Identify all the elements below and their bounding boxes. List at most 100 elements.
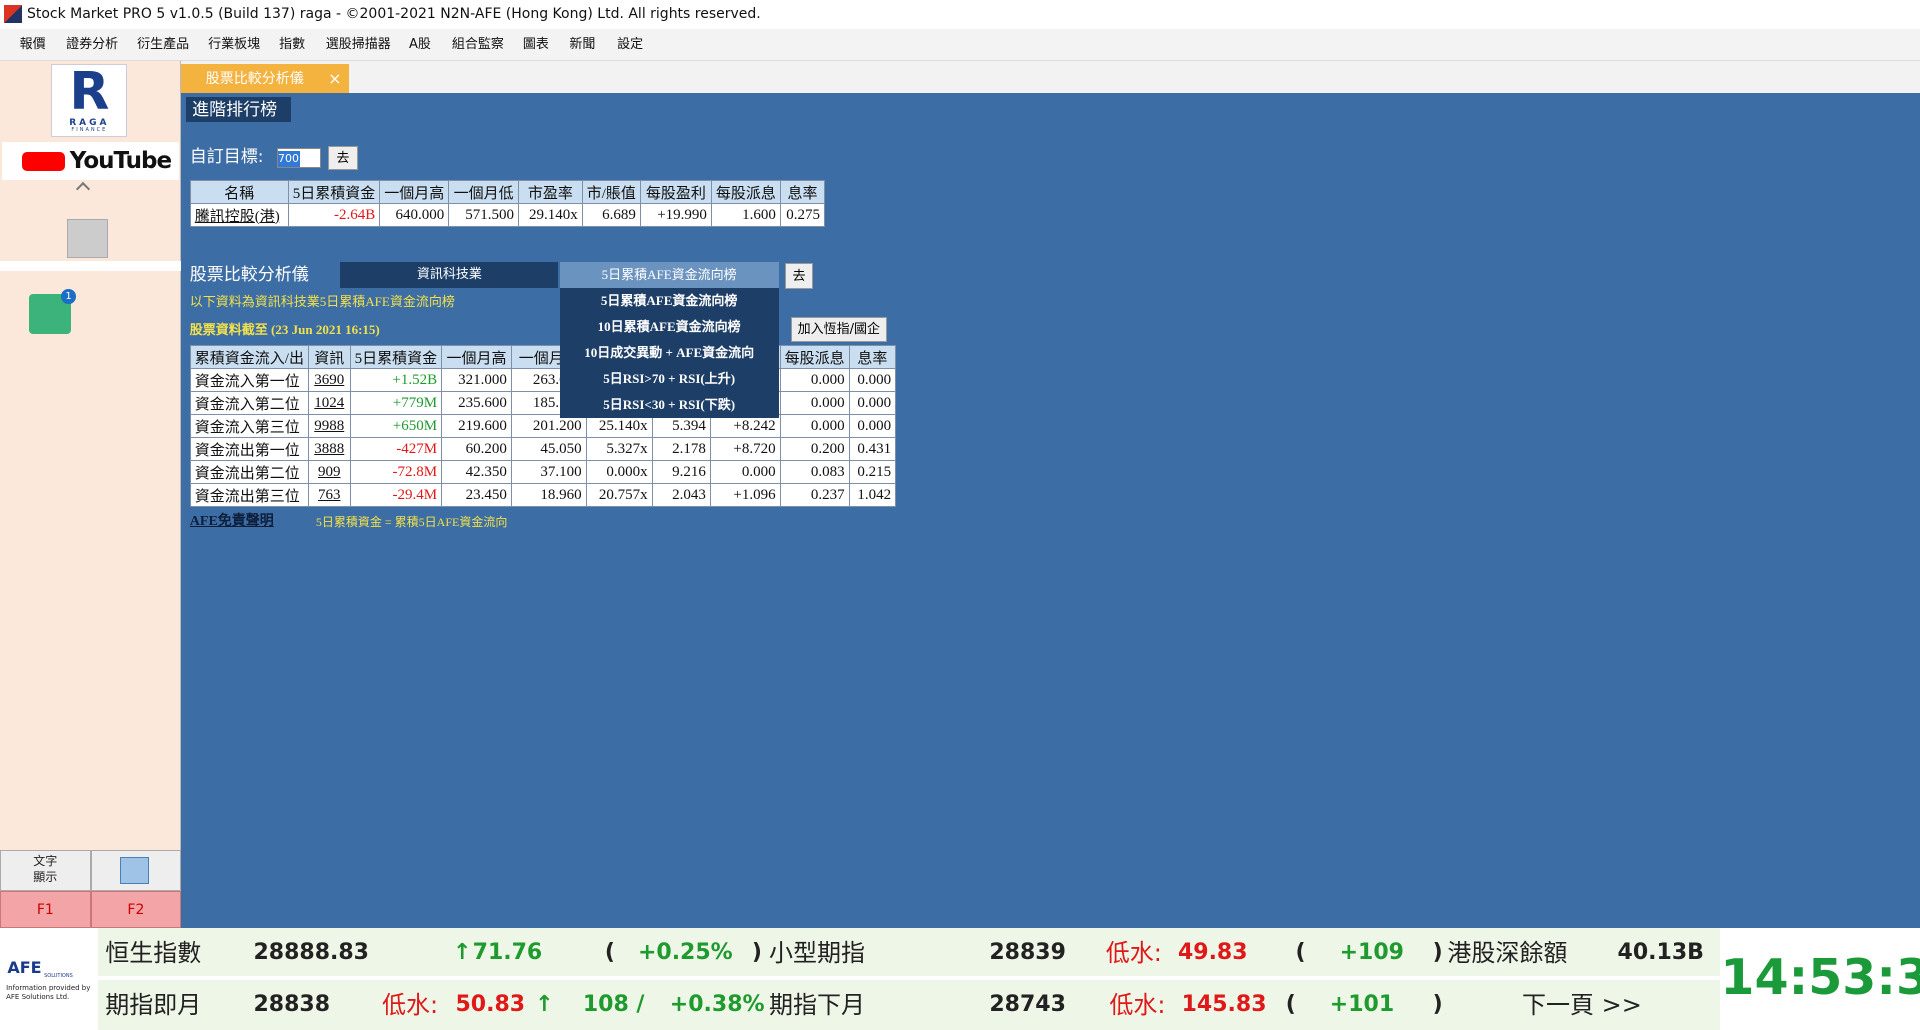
function-key[interactable]: F2 bbox=[90, 891, 182, 929]
ticker-item: 小型期指 bbox=[768, 939, 865, 968]
menu-item[interactable]: 指數 bbox=[279, 37, 306, 53]
afe-logo-area bbox=[0, 928, 98, 1030]
ticker-item: 108 / bbox=[582, 991, 645, 1017]
table-cell[interactable]: 909 bbox=[307, 460, 351, 485]
table-cell: 資金流入第二位 bbox=[189, 391, 309, 416]
column-header: 一個月低 bbox=[448, 180, 520, 204]
badge: 1 bbox=[61, 288, 76, 304]
column-header: 每股盈利 bbox=[639, 180, 712, 204]
table-cell: 23.450 bbox=[441, 483, 512, 508]
table-cell: 321.000 bbox=[441, 368, 512, 393]
column-legend: 5日累積資金 = 累積5日AFE資金流向 bbox=[315, 514, 508, 529]
ticker-row bbox=[97, 928, 1721, 979]
table-cell[interactable]: 763 bbox=[307, 483, 351, 508]
dropdown-list bbox=[559, 287, 779, 418]
add-button[interactable] bbox=[67, 219, 108, 259]
target-input-text: 700 bbox=[277, 150, 300, 167]
data-row: 資金流出第一位 3888 -427M 60.200 45.050 5.327x 2.178 +… bbox=[189, 437, 897, 462]
table-cell: 18.960 bbox=[510, 483, 587, 508]
text-display-button[interactable] bbox=[0, 849, 91, 892]
table-cell: 219.600 bbox=[441, 414, 512, 439]
dropdown-option[interactable]: 5日RSI>70 + RSI(上升) bbox=[603, 370, 736, 386]
add-plus bbox=[67, 219, 107, 258]
go-button[interactable]: 去 bbox=[784, 263, 814, 289]
table-cell: -29.4M bbox=[349, 483, 443, 508]
dropdown-option[interactable]: 10日成交異動 + AFE資金流向 bbox=[584, 344, 755, 360]
sidebar bbox=[0, 61, 182, 929]
logo-letter: R bbox=[69, 61, 110, 122]
ticker-item: 28839 bbox=[989, 940, 1066, 966]
column-header: 5日累積資金 bbox=[349, 345, 443, 370]
table-cell[interactable]: 9988 bbox=[307, 414, 351, 439]
column-header: 息率 bbox=[779, 180, 826, 204]
table-cell: 0.083 bbox=[779, 460, 850, 485]
menu-item[interactable]: 選股掃描器 bbox=[325, 37, 391, 53]
table-cell: 5.394 bbox=[651, 414, 711, 439]
summary-table: 名稱 5日累積資金 一個月高 一個月低 市盈率 市/賬值 每股盈利 每股派息 息率 騰訊控股(港)… bbox=[189, 180, 826, 227]
ticker-item: 低水: bbox=[1105, 939, 1162, 968]
table-cell: 資金流出第二位 bbox=[189, 460, 309, 485]
logo-sub: FINANCE bbox=[71, 127, 108, 134]
column-header: 一個月高 bbox=[441, 345, 512, 370]
sector-select[interactable]: 資訊科技業 bbox=[340, 262, 559, 288]
tab[interactable] bbox=[181, 63, 349, 94]
menu-item[interactable]: 衍生產品 bbox=[137, 37, 190, 53]
ticker-item[interactable]: 下一頁 >> bbox=[1522, 990, 1642, 1019]
logo-text: RAGA bbox=[69, 117, 110, 128]
table-cell[interactable]: 3888 bbox=[307, 437, 351, 462]
table-cell: 42.350 bbox=[441, 460, 512, 485]
table-cell: 640.000 bbox=[379, 203, 450, 227]
ticker-item: 期指下月 bbox=[768, 990, 865, 1019]
menu-item[interactable]: 報價 bbox=[19, 37, 46, 53]
table-cell: +8.242 bbox=[709, 414, 781, 439]
ticker-item: 港股深餘額 bbox=[1447, 939, 1568, 968]
data-row: 資金流入第一位 3690 +1.52B 321.000 263.000 0.000 0.00… bbox=[189, 368, 897, 393]
menu-item[interactable]: 證券分析 bbox=[66, 37, 119, 53]
menu-item[interactable]: 新聞 bbox=[569, 37, 596, 53]
disclaimer-link[interactable]: AFE免責聲明 bbox=[189, 513, 274, 529]
ranking-select[interactable]: 5日累積AFE資金流向榜 bbox=[559, 262, 779, 288]
column-header: 市/賬值 bbox=[581, 180, 641, 204]
menu-item[interactable]: 設定 bbox=[617, 37, 644, 53]
window-title: Stock Market PRO 5 v1.0.5 (Build 137) ra… bbox=[26, 6, 761, 22]
dropdown-option[interactable]: 5日累積AFE資金流向榜 bbox=[600, 292, 738, 308]
ticker-item: 28743 bbox=[989, 991, 1066, 1017]
table-cell[interactable]: 1024 bbox=[307, 391, 351, 416]
ticker-item: 28888.83 bbox=[253, 940, 369, 966]
afe-name: AFE bbox=[7, 958, 42, 978]
table-cell: 5.327x bbox=[585, 437, 653, 462]
table-cell[interactable]: 騰訊控股(港) bbox=[189, 203, 289, 227]
add-index-button[interactable]: 加入恆指/國企 bbox=[791, 317, 887, 342]
table-cell: 6.689 bbox=[581, 203, 641, 227]
raga-logo bbox=[51, 63, 128, 138]
tab-close: × bbox=[328, 68, 342, 88]
dropdown-option[interactable]: 10日累積AFE資金流向榜 bbox=[597, 318, 741, 334]
target-label: 自訂目標: bbox=[189, 147, 264, 168]
table-cell[interactable]: 3690 bbox=[307, 368, 351, 393]
table-cell: 0.215 bbox=[848, 460, 897, 485]
youtube-icon bbox=[22, 151, 65, 172]
ticker-item: ) bbox=[751, 940, 762, 966]
tab-label: 股票比較分析儀 bbox=[205, 70, 304, 87]
table-cell: 0.000 bbox=[779, 368, 850, 393]
table-cell: +779M bbox=[349, 391, 443, 416]
menu-item[interactable]: 圖表 bbox=[522, 37, 549, 53]
ticker-item: +0.25% bbox=[637, 940, 733, 966]
menu-item[interactable]: 組合監察 bbox=[451, 37, 504, 53]
data-row: 資金流入第二位 1024 +779M 235.600 185.700 0.000 0.000 bbox=[189, 391, 897, 416]
ticker-item: 50.83 bbox=[455, 991, 526, 1017]
table-cell: +650M bbox=[349, 414, 443, 439]
menu-item[interactable]: 行業板塊 bbox=[208, 37, 261, 53]
table-cell: 2.043 bbox=[651, 483, 711, 508]
ticker-item: ↑ bbox=[453, 940, 472, 966]
ticker-item: 71.76 bbox=[472, 940, 543, 966]
go-button[interactable]: 去 bbox=[328, 145, 358, 171]
table-cell: 資金流出第一位 bbox=[189, 437, 309, 462]
dropdown-option[interactable]: 5日RSI<30 + RSI(下跌) bbox=[603, 396, 736, 412]
chart-icon bbox=[120, 857, 150, 885]
section-title: 進階排行榜 bbox=[186, 96, 292, 123]
menu-item[interactable]: A股 bbox=[408, 37, 431, 53]
afe-credit: Information provided by AFE Solutions Lt… bbox=[6, 984, 91, 1002]
clock-panel bbox=[1720, 928, 1920, 1030]
function-key[interactable]: F1 bbox=[0, 891, 91, 929]
